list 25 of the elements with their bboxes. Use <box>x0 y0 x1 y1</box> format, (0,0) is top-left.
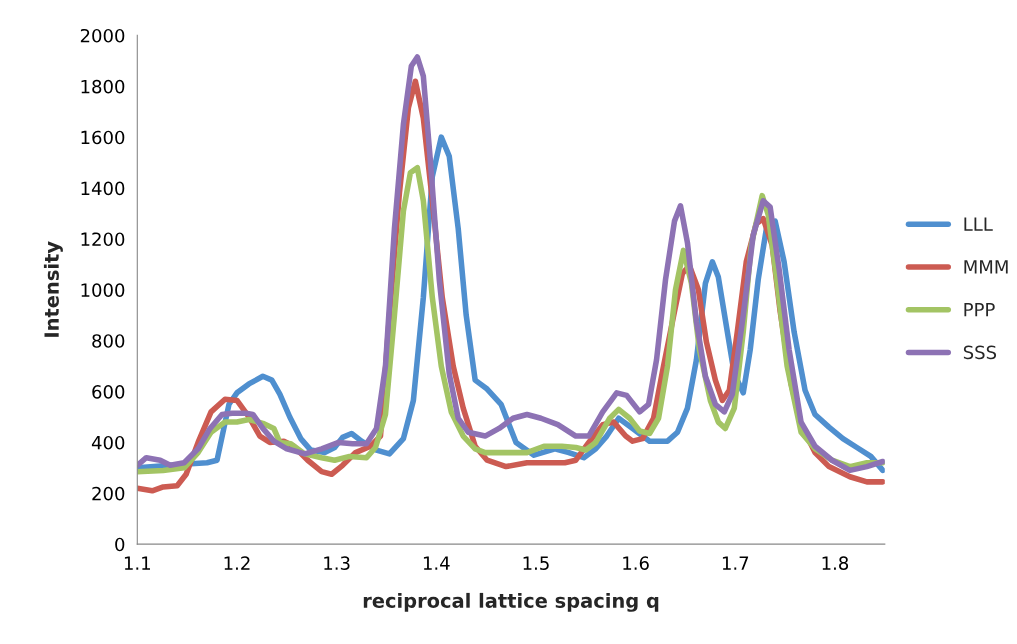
y-tick-label: 400 <box>91 435 125 450</box>
x-tick-label: 1.3 <box>324 556 350 570</box>
y-tick-label: 600 <box>92 385 125 399</box>
y-tick-label: 2000 <box>80 28 125 43</box>
y-tick-label: 0 <box>115 537 125 552</box>
y-tick-label: 800 <box>92 334 125 348</box>
legend-label: SSS <box>963 345 997 360</box>
y-tick-label: 1200 <box>81 232 125 247</box>
x-tick-label: 1.6 <box>623 556 649 570</box>
y-tick-label: 1000 <box>81 283 125 297</box>
legend-label: PPP <box>964 302 995 317</box>
y-tick-label: 1600 <box>81 130 125 145</box>
y-axis-title: Intensity <box>43 241 63 337</box>
legend-label: LLL <box>964 217 993 231</box>
x-tick-label: 1.4 <box>423 556 450 570</box>
y-tick-label: 1400 <box>81 181 125 196</box>
x-tick-label: 1.8 <box>822 556 849 570</box>
y-tick-label: 200 <box>92 486 125 501</box>
legend-label: MMM <box>964 260 1008 274</box>
x-tick-label: 1.7 <box>722 556 749 570</box>
x-tick-label: 1.5 <box>523 556 549 570</box>
x-tick-label: 1.2 <box>224 556 250 570</box>
x-tick-label: 1.1 <box>124 556 150 570</box>
x-axis-title: reciprocal lattice spacing q <box>363 592 659 612</box>
y-tick-label: 1800 <box>81 79 125 94</box>
